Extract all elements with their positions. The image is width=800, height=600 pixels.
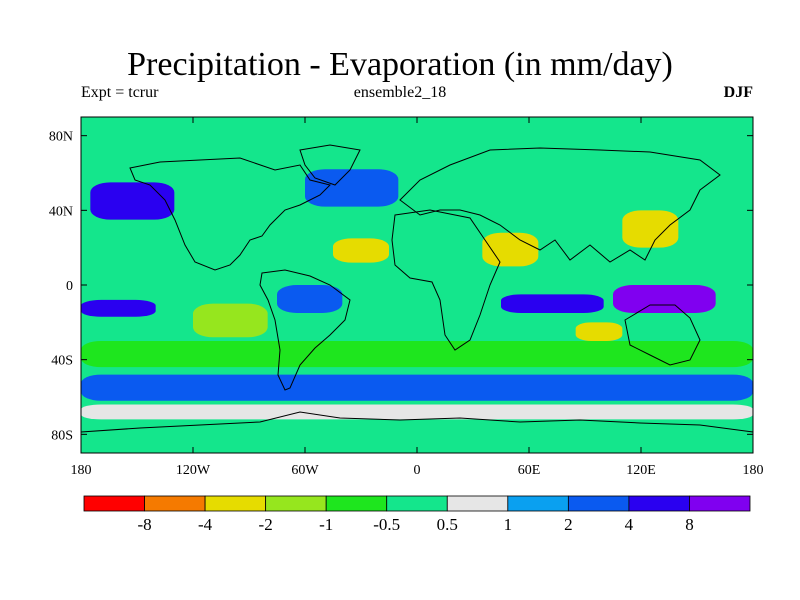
field-region-0 <box>81 374 753 401</box>
ensemble-label: ensemble2_18 <box>353 84 447 101</box>
map-field-layer <box>81 117 753 453</box>
field-region-13 <box>575 322 623 341</box>
colorbar: -8 -4 -2 -1 -0.5 0.5 1 2 4 8 <box>83 495 751 534</box>
experiment-label: Expt = tcrur <box>81 84 159 101</box>
colorbar-label-0: -8 <box>137 515 151 534</box>
coastline-layer <box>81 144 753 433</box>
field-region-4 <box>90 182 175 220</box>
colorbar-label-2: -2 <box>259 515 273 534</box>
coastline-antarctica <box>81 411 753 433</box>
colorbar-swatch-9 <box>628 495 690 512</box>
field-region-12 <box>193 303 268 338</box>
y-tick-label-0: 80N <box>49 130 73 145</box>
field-region-9 <box>613 285 716 313</box>
coastline-greenland <box>299 144 361 186</box>
colorbar-label-9: 8 <box>685 515 694 534</box>
x-tick-label-5: 120E <box>626 463 656 478</box>
x-tick-label-0: 180 <box>71 463 92 478</box>
field-region-5 <box>333 238 389 263</box>
y-tick-label-2: 0 <box>66 279 73 294</box>
field-region-8 <box>501 294 604 313</box>
coastline-eurasia <box>399 147 721 263</box>
x-tick-label-3: 0 <box>414 463 421 478</box>
colorbar-swatch-6 <box>446 495 509 512</box>
colorbar-swatch-2 <box>204 495 267 512</box>
field-region-6 <box>482 232 539 267</box>
x-tick-label-6: 180 <box>743 463 764 478</box>
x-tick-label-1: 120W <box>176 463 211 478</box>
season-label: DJF <box>723 84 753 101</box>
colorbar-swatch-5 <box>386 495 448 512</box>
coastline-africa <box>391 209 501 351</box>
colorbar-swatch-1 <box>144 495 206 512</box>
x-tick-label-4: 60E <box>518 463 541 478</box>
coastline-north-america <box>129 157 331 271</box>
coastline-south-america <box>259 269 351 391</box>
y-tick-label-3: 40S <box>51 354 73 369</box>
colorbar-swatch-8 <box>567 495 630 512</box>
colorbar-swatch-3 <box>265 495 327 512</box>
field-region-1 <box>81 404 753 420</box>
coastline-australia <box>624 304 701 366</box>
colorbar-swatch-7 <box>507 495 569 512</box>
field-region-11 <box>277 285 343 313</box>
colorbar-label-7: 2 <box>564 515 573 534</box>
y-tick-label-1: 40N <box>49 204 73 219</box>
y-tick-label-4: 80S <box>51 428 73 443</box>
field-region-10 <box>81 299 156 317</box>
colorbar-label-1: -4 <box>198 515 213 534</box>
colorbar-swatch-10 <box>689 495 751 512</box>
chart-title: Precipitation - Evaporation (in mm/day) <box>127 46 673 83</box>
field-region-7 <box>622 210 679 248</box>
colorbar-swatch-4 <box>325 495 388 512</box>
colorbar-label-4: -0.5 <box>373 515 400 534</box>
x-tick-label-2: 60W <box>291 463 319 478</box>
field-region-2 <box>81 341 753 368</box>
colorbar-label-6: 1 <box>504 515 513 534</box>
field-region-3 <box>305 169 399 207</box>
colorbar-label-8: 4 <box>625 515 634 534</box>
colorbar-label-5: 0.5 <box>437 515 458 534</box>
axis-ticks: 180 120W 60W 0 60E 120E 180 80N 40N 0 40S 80S <box>49 117 764 478</box>
colorbar-swatch-0 <box>83 495 145 512</box>
colorbar-label-3: -1 <box>319 515 333 534</box>
